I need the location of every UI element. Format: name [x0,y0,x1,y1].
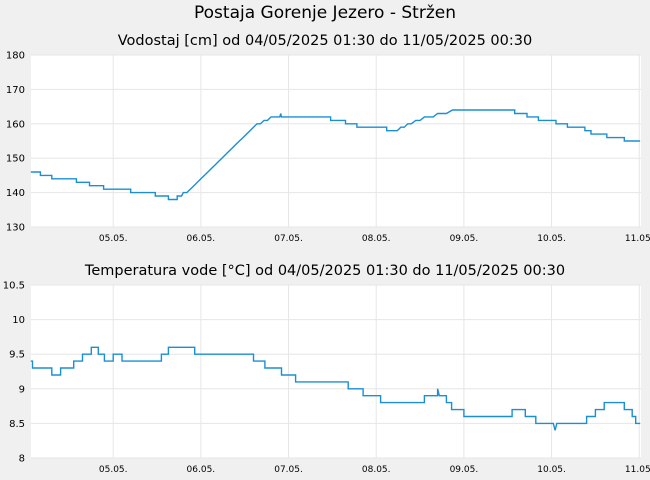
x-tick-label: 08.05. [362,465,391,475]
y-tick-label: 8.5 [9,419,25,430]
y-tick-label: 8 [19,454,25,465]
y-tick-label: 9 [19,384,25,395]
x-tick-label: 10.05. [537,465,566,475]
y-tick-label: 9.5 [9,350,25,361]
chart-title: Vodostaj [cm] od 04/05/2025 01:30 do 11/… [118,33,532,49]
x-tick-label: 07.05. [274,234,303,244]
plot-area [31,55,641,227]
plot-area [31,285,641,458]
x-tick-label: 05.05. [99,234,128,244]
page-title: Postaja Gorenje Jezero - Stržen [194,3,456,23]
water-temperature-chart: Temperatura vode [°C] od 04/05/2025 01:3… [3,263,650,475]
chart-title: Temperatura vode [°C] od 04/05/2025 01:3… [84,263,565,279]
x-tick-label: 06.05. [187,234,216,244]
x-tick-label: 11.05. [625,234,650,244]
series-line [30,109,641,201]
y-tick-label: 150 [6,154,25,165]
x-tick-label: 07.05. [274,465,303,475]
y-tick-label: 170 [6,85,25,96]
x-tick-label: 10.05. [537,234,566,244]
water-level-chart: Vodostaj [cm] od 04/05/2025 01:30 do 11/… [6,33,650,244]
y-tick-label: 130 [6,223,25,234]
series-line [30,346,641,431]
x-tick-label: 08.05. [362,234,391,244]
y-tick-label: 10.5 [3,281,25,292]
y-tick-label: 160 [6,119,25,130]
x-tick-label: 11.05. [625,465,650,475]
x-tick-label: 05.05. [99,465,128,475]
x-tick-label: 06.05. [187,465,216,475]
x-tick-label: 09.05. [450,465,479,475]
y-tick-label: 140 [6,188,25,199]
y-tick-label: 10 [12,315,25,326]
x-tick-label: 09.05. [450,234,479,244]
y-tick-label: 180 [6,51,25,62]
